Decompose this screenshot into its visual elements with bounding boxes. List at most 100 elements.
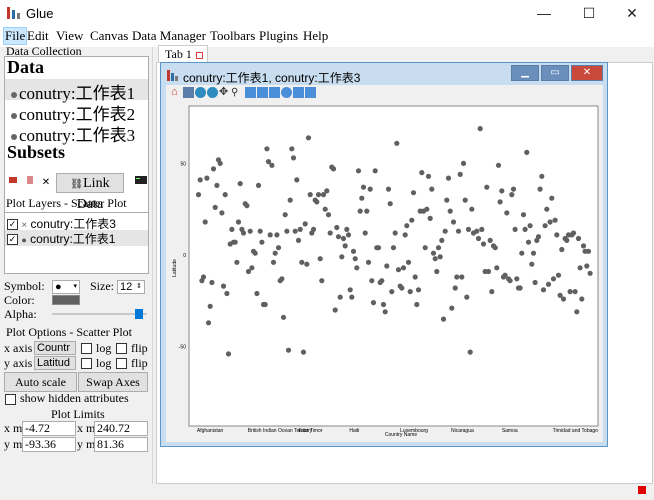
scatter-point: [555, 272, 562, 278]
data-collection-tree[interactable]: Data conutry:工作表1 conutry:工作表2 conutry:工…: [4, 56, 149, 219]
forward-icon[interactable]: [207, 87, 218, 98]
x-range-icon[interactable]: [257, 87, 268, 98]
layer-checkbox[interactable]: ✓: [7, 219, 18, 231]
scatter-point: [502, 272, 508, 278]
x-min-field[interactable]: -4.72: [22, 421, 76, 436]
scatter-point: [289, 146, 295, 152]
x-log-checkbox[interactable]: [81, 343, 92, 354]
lasso-icon[interactable]: [305, 87, 316, 98]
dot-icon: [11, 113, 17, 120]
alpha-slider-handle[interactable]: [134, 309, 143, 319]
data-item-2[interactable]: conutry:工作表2: [5, 100, 148, 124]
y-max-field[interactable]: 81.36: [94, 437, 148, 452]
scatter-point: [414, 301, 420, 308]
terminal-icon[interactable]: [134, 174, 148, 192]
menu-edit[interactable]: Edit: [27, 28, 49, 43]
tab-1[interactable]: Tab 1: [158, 45, 208, 63]
scatter-point: [285, 347, 292, 353]
scatter-point: [557, 292, 563, 298]
scatter-point: [332, 307, 338, 313]
x-axis-select[interactable]: Countr: [34, 341, 76, 355]
x-max-field[interactable]: 240.72: [94, 421, 148, 436]
scatter-point: [202, 219, 208, 225]
layer-item-1[interactable]: ✓ × conutry:工作表3: [5, 215, 148, 231]
menu-file[interactable]: File: [3, 27, 28, 45]
error-indicator-icon[interactable]: [638, 486, 646, 494]
polygon-select-icon[interactable]: [293, 87, 304, 98]
scatter-point: [310, 226, 317, 232]
back-icon[interactable]: [195, 87, 206, 98]
scatter-point: [537, 186, 543, 192]
swap-axes-button[interactable]: Swap Axes: [78, 372, 148, 392]
data-item-3[interactable]: conutry:工作表3: [5, 121, 148, 145]
x-ticks: Afghanistan British Indian Ocean Territor…: [197, 428, 598, 434]
scatter-point: [380, 301, 387, 308]
tab-close-icon[interactable]: [195, 51, 203, 59]
x-tick-label: Afghanistan: [197, 428, 224, 434]
y-min-field[interactable]: -93.36: [22, 437, 76, 452]
scatter-point: [442, 228, 448, 234]
data-heading: Data: [7, 57, 44, 77]
auto-scale-button[interactable]: Auto scale: [4, 372, 77, 392]
scatter-point: [449, 305, 455, 311]
delete-icon[interactable]: ✕: [41, 177, 51, 188]
show-hidden-checkbox[interactable]: [5, 394, 16, 405]
subwindow-minimize-button[interactable]: ▁: [511, 65, 539, 81]
size-spinbox[interactable]: 12 ⇕: [117, 280, 145, 294]
rect-select-icon[interactable]: [245, 87, 256, 98]
edit-subset-icon[interactable]: [23, 174, 37, 192]
save-icon[interactable]: [183, 87, 194, 98]
zoom-icon[interactable]: ⚲: [231, 87, 239, 98]
y-flip-checkbox[interactable]: [116, 358, 127, 369]
maximize-button[interactable]: ☐: [582, 5, 596, 21]
home-icon[interactable]: ⌂: [171, 86, 178, 98]
alpha-slider-track[interactable]: [52, 313, 147, 315]
scatter-plot-window[interactable]: conutry:工作表1, conutry:工作表3 ▁ ▭ ✕ ⌂ ✥ ⚲ 5…: [160, 62, 608, 447]
x-flip-checkbox[interactable]: [116, 343, 127, 354]
pan-icon[interactable]: ✥: [219, 86, 229, 98]
scatter-chart[interactable]: 50 0 -50 Afghanistan British Indian Ocean T…: [166, 103, 603, 439]
close-button[interactable]: ✕: [626, 5, 638, 21]
link-data-button[interactable]: ⛓Link Data: [56, 173, 124, 212]
scatter-point: [432, 256, 438, 262]
y-axis-select[interactable]: Latitud: [34, 356, 76, 370]
scatter-point: [379, 278, 385, 284]
menu-view[interactable]: View: [56, 28, 84, 43]
scatter-point: [267, 232, 273, 238]
scatter-point: [457, 171, 463, 177]
menu-toolbars[interactable]: Toolbars: [210, 28, 256, 43]
scatter-point: [522, 226, 528, 232]
minimize-button[interactable]: —: [537, 5, 551, 21]
glue-app-icon: [7, 7, 20, 19]
data-item-1[interactable]: conutry:工作表1: [5, 79, 148, 103]
scatter-point: [487, 237, 493, 243]
scatter-point: [445, 175, 452, 181]
scatter-point: [570, 230, 577, 236]
menu-data-manager[interactable]: Data Manager: [132, 28, 206, 43]
scatter-window-icon: [167, 70, 178, 81]
scatter-point: [300, 349, 307, 355]
scatter-point: [544, 206, 550, 212]
scatter-point: [495, 162, 502, 168]
plot-layers-list[interactable]: ✓ × conutry:工作表3 ✓ ● conutry:工作表1: [4, 212, 149, 274]
scatter-point: [410, 190, 417, 196]
menu-canvas[interactable]: Canvas: [90, 28, 129, 43]
scatter-point: [480, 241, 487, 247]
subwindow-close-button[interactable]: ✕: [571, 65, 603, 81]
layer-item-2[interactable]: ✓ ● conutry:工作表1: [5, 230, 148, 246]
color-swatch[interactable]: [52, 295, 80, 305]
scatter-point: [217, 160, 223, 166]
menu-plugins[interactable]: Plugins: [259, 28, 299, 43]
subwindow-maximize-button[interactable]: ▭: [541, 65, 569, 81]
scatter-point: [385, 186, 392, 192]
x-tick-label: British Indian Ocean Territory: [248, 428, 313, 434]
y-range-icon[interactable]: [269, 87, 280, 98]
scatter-point: [272, 250, 278, 256]
new-subset-icon[interactable]: [6, 174, 20, 192]
circle-select-icon[interactable]: [281, 87, 292, 98]
scatter-point: [212, 204, 218, 210]
layer-checkbox[interactable]: ✓: [7, 234, 18, 246]
y-log-checkbox[interactable]: [81, 358, 92, 369]
menu-help[interactable]: Help: [303, 28, 329, 43]
symbol-select[interactable]: ● ▾: [52, 280, 80, 294]
